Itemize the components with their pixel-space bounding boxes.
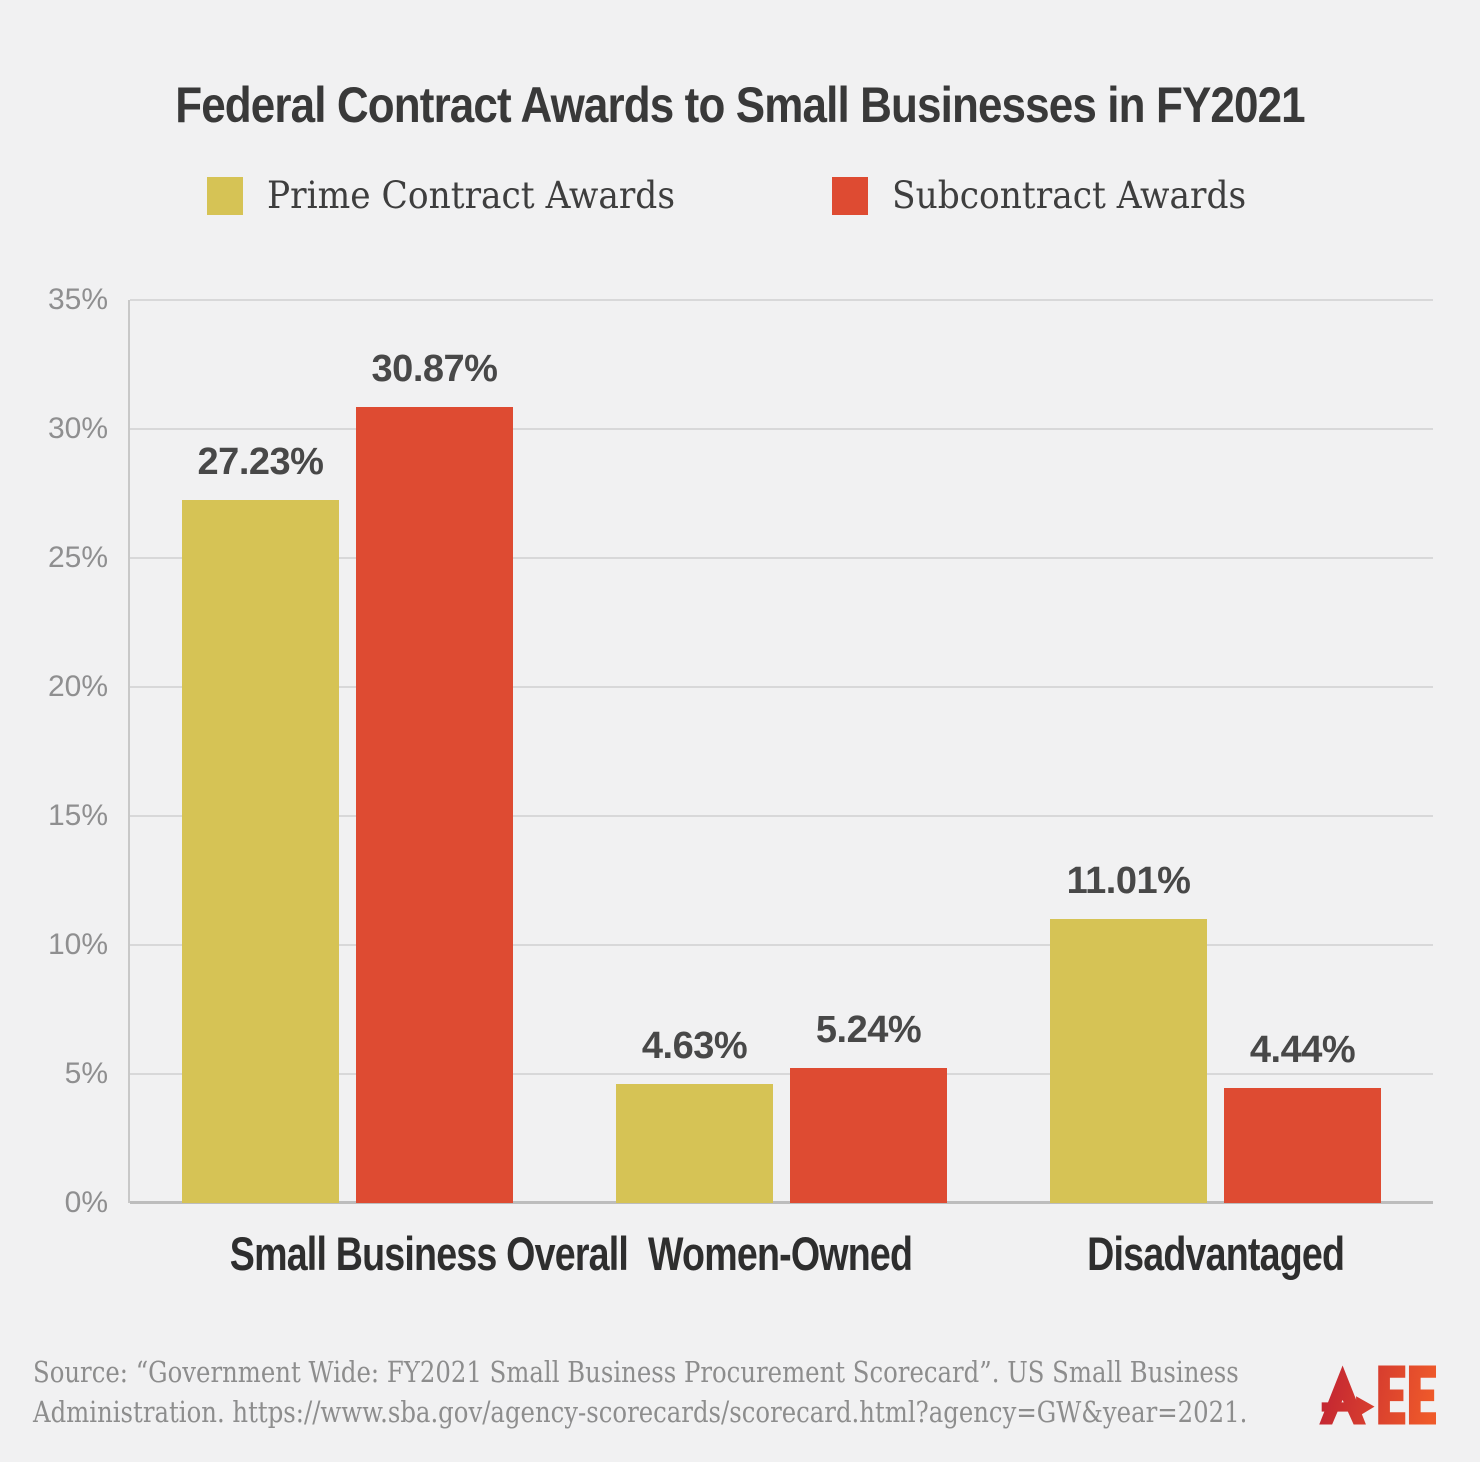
bar-value-label: 27.23%: [197, 441, 324, 484]
y-tick-label: 0%: [64, 1186, 108, 1219]
bar-column: 4.63%: [616, 1025, 773, 1203]
plot-area: 27.23% 30.87% 4.63% 5.24% 11.01% 4.44% 0% 5% 10…: [48, 283, 1433, 1219]
bar-column: 5.24%: [790, 1009, 947, 1203]
aee-logo: [1319, 1365, 1436, 1425]
y-tick-label: 35%: [47, 283, 108, 316]
bar-groups: 27.23% 30.87% 4.63% 5.24% 11.01% 4.44%: [130, 300, 1433, 1203]
bar-value-label: 11.01%: [1066, 859, 1191, 902]
bar-prime: [182, 500, 339, 1203]
logo-letter-e2: [1408, 1365, 1436, 1425]
y-tick-label: 30%: [47, 412, 108, 445]
category-label: Women-Owned: [648, 1227, 913, 1280]
category-label: Small Business Overall: [229, 1227, 629, 1280]
bar-column: 4.44%: [1224, 1029, 1381, 1203]
logo-arrow-head: [1356, 1396, 1375, 1418]
bar-column: 30.87%: [356, 348, 513, 1203]
bar-subcontract: [1224, 1088, 1381, 1203]
gridline: [130, 815, 1433, 817]
gridline: [130, 428, 1433, 430]
source-line-2: Administration. https://www.sba.gov/agen…: [33, 1395, 1248, 1429]
legend-swatch-prime: [207, 176, 244, 215]
bar-value-label: 5.24%: [815, 1008, 922, 1051]
bar-group: 11.01% 4.44%: [1050, 860, 1381, 1203]
gridline: [130, 686, 1433, 688]
gridline: [130, 944, 1433, 946]
legend-swatch-subcontract: [831, 176, 868, 215]
category-label: Disadvantaged: [1086, 1227, 1345, 1280]
legend: Prime Contract Awards Subcontract Awards: [0, 174, 1480, 217]
category-labels: Small Business Overall Women-Owned Disadva…: [128, 1226, 1433, 1281]
bar-subcontract: [790, 1067, 947, 1203]
y-tick-label: 25%: [47, 541, 108, 574]
logo-arrow-shaft: [1321, 1402, 1358, 1412]
bar-value-label: 4.44%: [1249, 1029, 1356, 1072]
legend-item-prime: Prime Contract Awards: [207, 174, 706, 217]
bar-group: 4.63% 5.24%: [616, 1009, 947, 1203]
legend-label-subcontract: Subcontract Awards: [891, 174, 1247, 217]
y-tick-label: 15%: [47, 799, 108, 832]
source-line-1: Source: “Government Wide: FY2021 Small B…: [33, 1355, 1239, 1389]
bar-column: 11.01%: [1050, 860, 1207, 1203]
bar-column: 27.23%: [182, 441, 339, 1203]
bar-group: 27.23% 30.87%: [182, 348, 513, 1203]
legend-label-prime: Prime Contract Awards: [267, 174, 676, 217]
y-tick-label: 20%: [47, 670, 108, 703]
bar-value-label: 30.87%: [371, 347, 498, 390]
legend-item-subcontract: Subcontract Awards: [831, 174, 1273, 217]
gridline: [130, 1073, 1433, 1075]
y-tick-label: 10%: [47, 928, 108, 961]
y-tick-label: 5%: [64, 1057, 108, 1090]
gridline: [130, 299, 1433, 301]
x-axis-line: [130, 1201, 1433, 1204]
bar-prime: [616, 1083, 773, 1203]
source-note: Source: “Government Wide: FY2021 Small B…: [33, 1352, 1248, 1432]
bar-value-label: 4.63%: [641, 1024, 748, 1067]
gridline: [130, 557, 1433, 559]
logo-letter-e1: [1378, 1365, 1406, 1425]
bar-prime: [1050, 918, 1207, 1203]
bar-subcontract: [356, 406, 513, 1203]
chart-title: Federal Contract Awards to Small Busines…: [175, 77, 1305, 133]
